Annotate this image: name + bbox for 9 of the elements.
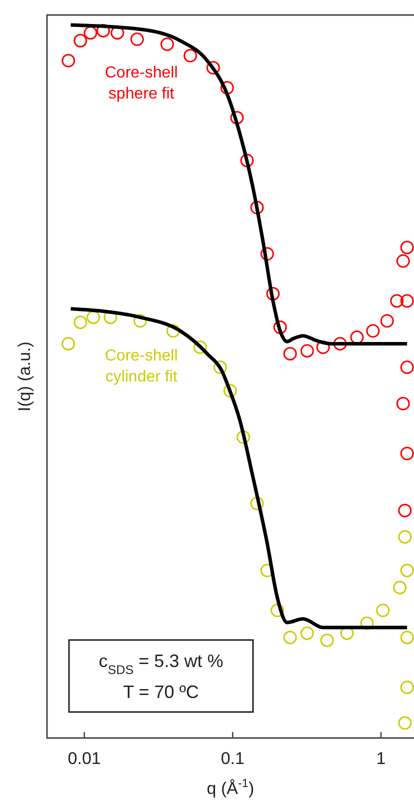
series-label: Core-shell cylinder fit (104, 348, 178, 386)
x-tick-label: 0.01 (68, 749, 101, 768)
annotation: c$_{SDS}$ = 5.3 wt % (98, 651, 224, 677)
annotation: T = 70 ºC (123, 682, 199, 702)
x-tick-label: 1 (376, 749, 386, 768)
x-tick-label: 0.1 (220, 749, 244, 768)
series-label: Core-shell sphere fit (104, 64, 178, 103)
y-axis-title: I(q) (a.u.) (15, 342, 34, 412)
x-axis-title: q (Å$^{-1}$) (206, 776, 254, 798)
